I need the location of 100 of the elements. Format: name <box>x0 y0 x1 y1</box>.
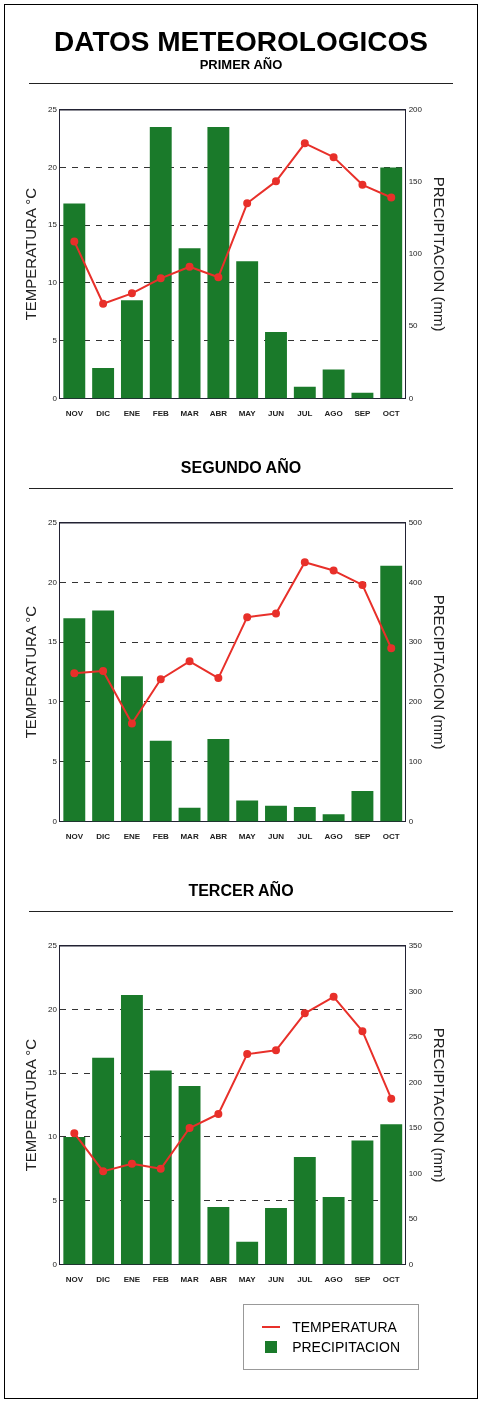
y2-tick-label: 400 <box>408 577 423 587</box>
x-tick-label: ENE <box>123 1275 141 1285</box>
bar <box>63 618 86 822</box>
y2-axis-title: PRECIPITACION (mm) <box>430 1027 448 1183</box>
x-tick-label: SEP <box>354 832 372 842</box>
x-tick-label: JUN <box>267 1275 285 1285</box>
y-tick-label: 20 <box>47 1004 58 1014</box>
y-axis-title: TEMPERATURA °C <box>22 605 40 739</box>
point <box>243 613 252 622</box>
y2-tick-label: 200 <box>408 1077 423 1087</box>
point <box>214 273 223 282</box>
bar <box>63 203 86 399</box>
bar <box>293 1156 316 1265</box>
x-tick-label: OCT <box>382 409 400 419</box>
point <box>243 1050 252 1059</box>
y2-tick-label: 250 <box>408 1032 423 1042</box>
point <box>156 1164 165 1173</box>
bar <box>92 1057 115 1265</box>
point <box>70 237 79 246</box>
x-tick-label: NOV <box>65 409 84 419</box>
x-tick-label: ABR <box>209 1275 228 1285</box>
x-tick-label: MAY <box>238 409 257 419</box>
x-tick-label: MAR <box>180 1275 199 1285</box>
x-tick-label: FEB <box>152 1275 169 1285</box>
chart-title: TERCER AÑO <box>187 881 295 901</box>
y2-tick-label: 0 <box>408 1259 414 1269</box>
bar <box>178 1085 201 1265</box>
point <box>387 193 396 202</box>
y-axis-title: TEMPERATURA °C <box>22 1038 40 1172</box>
point <box>70 1129 79 1138</box>
x-tick-label: ENE <box>123 832 141 842</box>
y-tick-label: 0 <box>52 1259 58 1269</box>
bar <box>207 127 230 399</box>
point <box>300 139 309 148</box>
point <box>329 566 338 575</box>
bar <box>63 1136 86 1265</box>
bar <box>207 738 230 822</box>
bar <box>178 807 201 822</box>
bar <box>149 127 172 399</box>
bar <box>178 248 201 399</box>
point <box>272 177 280 186</box>
bar <box>120 994 143 1265</box>
point <box>185 1124 194 1133</box>
y-tick-label: 25 <box>47 105 58 114</box>
bar <box>120 676 143 822</box>
y2-tick-label: 50 <box>408 1214 419 1224</box>
bar <box>380 1124 403 1265</box>
point <box>358 580 367 589</box>
point <box>99 666 108 675</box>
y-tick-label: 25 <box>47 941 58 950</box>
chart-title: SEGUNDO AÑO <box>179 458 303 478</box>
x-tick-label: JUL <box>297 409 313 419</box>
bar <box>92 610 115 822</box>
bar <box>293 386 316 399</box>
y-axis-title: TEMPERATURA °C <box>22 187 40 321</box>
point <box>272 1046 280 1055</box>
y2-tick-label: 300 <box>408 986 423 996</box>
x-tick-label: NOV <box>65 1275 84 1285</box>
point <box>358 1027 367 1036</box>
x-tick-label: JUN <box>267 832 285 842</box>
point <box>243 199 252 208</box>
x-tick-label: SEP <box>354 409 372 419</box>
y-tick-label: 0 <box>52 816 58 826</box>
y-tick-label: 0 <box>52 393 58 403</box>
bar <box>265 332 287 399</box>
bar <box>265 1207 287 1265</box>
bar <box>236 800 259 822</box>
x-tick-label: MAR <box>180 832 199 842</box>
y2-tick-label: 200 <box>408 697 423 707</box>
y2-tick-label: 100 <box>408 756 423 766</box>
point <box>329 153 338 162</box>
x-tick-label: ABR <box>209 409 228 419</box>
x-tick-label: OCT <box>382 832 400 842</box>
x-tick-label: DIC <box>96 832 111 842</box>
point <box>329 992 338 1001</box>
y-tick-label: 15 <box>47 220 58 230</box>
point <box>156 675 165 684</box>
bar <box>380 565 403 822</box>
x-tick-label: MAR <box>180 409 199 419</box>
x-tick-label: DIC <box>96 1275 111 1285</box>
x-tick-label: DIC <box>96 409 111 419</box>
bar <box>351 790 374 822</box>
bar <box>236 1241 259 1265</box>
bar <box>236 261 259 399</box>
x-tick-label: MAY <box>238 832 257 842</box>
x-tick-label: ABR <box>209 832 228 842</box>
y2-tick-label: 150 <box>408 1123 423 1133</box>
x-tick-label: FEB <box>152 832 169 842</box>
point <box>300 558 309 567</box>
y-tick-label: 20 <box>47 577 58 587</box>
y2-tick-label: 50 <box>408 321 419 331</box>
y2-tick-label: 0 <box>408 816 414 826</box>
point <box>272 609 280 618</box>
point <box>127 719 136 728</box>
y2-tick-label: 300 <box>408 637 423 647</box>
bar <box>265 805 287 822</box>
point <box>185 262 194 271</box>
point <box>70 669 79 678</box>
x-tick-label: AGO <box>324 409 343 419</box>
point <box>387 1094 396 1103</box>
